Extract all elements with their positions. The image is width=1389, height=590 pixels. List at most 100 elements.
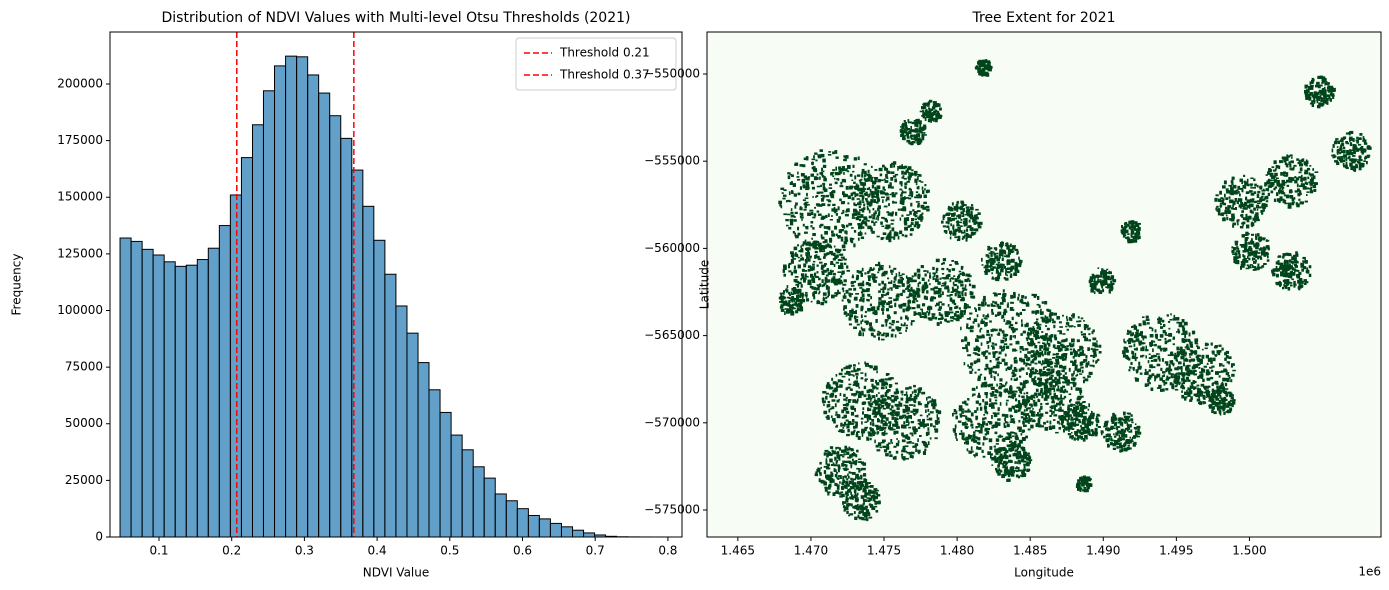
- tree-pixel: [842, 191, 845, 196]
- tree-pixel: [894, 403, 898, 407]
- tree-pixel: [961, 436, 965, 440]
- tree-pixel: [1133, 348, 1138, 351]
- tree-pixel: [1064, 372, 1067, 375]
- tree-pixel: [900, 303, 905, 306]
- tree-pixel: [1174, 385, 1178, 388]
- tree-pixel: [988, 403, 992, 408]
- tree-pixel: [823, 410, 828, 415]
- tree-pixel: [1153, 340, 1156, 343]
- tree-pixel: [1004, 417, 1007, 422]
- tree-pixel: [825, 214, 828, 219]
- tree-pixel: [990, 374, 993, 378]
- tree-pixel: [899, 200, 904, 205]
- tree-pixel: [1044, 426, 1049, 431]
- tree-pixel: [1237, 198, 1241, 202]
- bar: [572, 529, 585, 538]
- tree-pixel: [932, 272, 936, 275]
- tree-pixel: [1015, 341, 1020, 345]
- tree-pixel: [1016, 386, 1021, 389]
- tree-pixel: [830, 194, 835, 199]
- tree-pixel: [901, 432, 904, 437]
- tree-pixel: [1045, 333, 1048, 336]
- tree-pixel: [806, 252, 810, 256]
- tree-pixel: [1245, 213, 1248, 218]
- tree-pixel: [965, 273, 968, 277]
- tree-pixel: [846, 482, 848, 485]
- tree-pixel: [997, 435, 1000, 438]
- tree-pixel: [908, 187, 911, 191]
- tree-pixel: [851, 276, 855, 279]
- tree-pixel: [935, 290, 939, 295]
- tree-pixel: [835, 483, 838, 487]
- tree-pixel: [874, 439, 876, 444]
- tree-pixel: [1225, 206, 1228, 210]
- tree-pixel: [917, 288, 921, 292]
- tree-pixel: [913, 404, 916, 407]
- tree-pixel: [807, 212, 812, 216]
- tree-pixel: [905, 315, 908, 320]
- tree-pixel: [992, 365, 997, 369]
- tree-pixel: [846, 483, 850, 487]
- tree-pixel: [1229, 210, 1232, 213]
- tree-pixel: [979, 329, 982, 333]
- tree-pixel: [863, 500, 865, 505]
- tree-pixel: [1162, 329, 1166, 334]
- tree-pixel: [803, 208, 807, 211]
- tree-pixel: [1060, 394, 1062, 398]
- tree-pixel: [851, 419, 855, 423]
- tree-pixel: [1059, 406, 1062, 409]
- tree-pixel: [1062, 418, 1065, 421]
- tree-pixel: [866, 298, 870, 301]
- tree-pixel: [842, 426, 845, 429]
- tree-pixel: [964, 292, 967, 297]
- tree-pixel: [917, 312, 921, 315]
- tree-pixel: [978, 402, 982, 406]
- tree-pixel: [911, 138, 915, 140]
- tree-pixel: [891, 192, 895, 195]
- tree-pixel: [1145, 371, 1149, 375]
- tree-pixel: [1046, 420, 1049, 423]
- tree-pixel: [1070, 351, 1073, 356]
- tree-pixel: [814, 242, 818, 247]
- tree-pixel: [1045, 347, 1049, 352]
- tree-pixel: [840, 262, 843, 266]
- tree-pixel: [826, 416, 830, 420]
- tree-pixel: [973, 431, 976, 434]
- tree-pixel: [892, 428, 896, 431]
- tree-pixel: [856, 449, 859, 453]
- tree-pixel: [1072, 423, 1075, 427]
- tree-pixel: [863, 216, 867, 221]
- tree-pixel: [879, 179, 884, 182]
- tree-pixel: [941, 291, 944, 296]
- tree-pixel: [872, 401, 875, 403]
- tree-pixel: [967, 327, 972, 330]
- tree-pixel: [1053, 392, 1056, 395]
- tree-pixel: [1051, 321, 1056, 324]
- tree-pixel: [1013, 293, 1016, 298]
- tree-pixel: [793, 246, 798, 251]
- tree-pixel: [1164, 361, 1169, 364]
- tree-pixel: [1039, 390, 1043, 394]
- tree-pixel: [952, 316, 954, 319]
- tree-pixel: [1220, 213, 1224, 216]
- tree-pixel: [812, 233, 816, 237]
- tree-pixel: [826, 474, 830, 479]
- tree-pixel: [887, 389, 891, 392]
- tree-pixel: [933, 273, 936, 278]
- tree-pixel: [1031, 367, 1035, 371]
- tree-pixel: [987, 304, 990, 307]
- tree-pixel: [887, 184, 892, 189]
- tree-pixel: [840, 201, 845, 205]
- tree-pixel: [1163, 324, 1166, 328]
- tree-pixel: [1083, 353, 1086, 356]
- tree-pixel: [969, 312, 973, 315]
- tree-pixel: [836, 414, 841, 419]
- tree-pixel: [1254, 214, 1257, 218]
- tree-pixel: [1216, 385, 1219, 389]
- tree-pixel: [935, 267, 939, 271]
- tree-pixel: [821, 272, 825, 276]
- tree-pixel: [799, 295, 802, 299]
- tree-pixel: [824, 231, 828, 235]
- tree-pixel: [986, 411, 989, 415]
- tree-pixel: [949, 264, 952, 266]
